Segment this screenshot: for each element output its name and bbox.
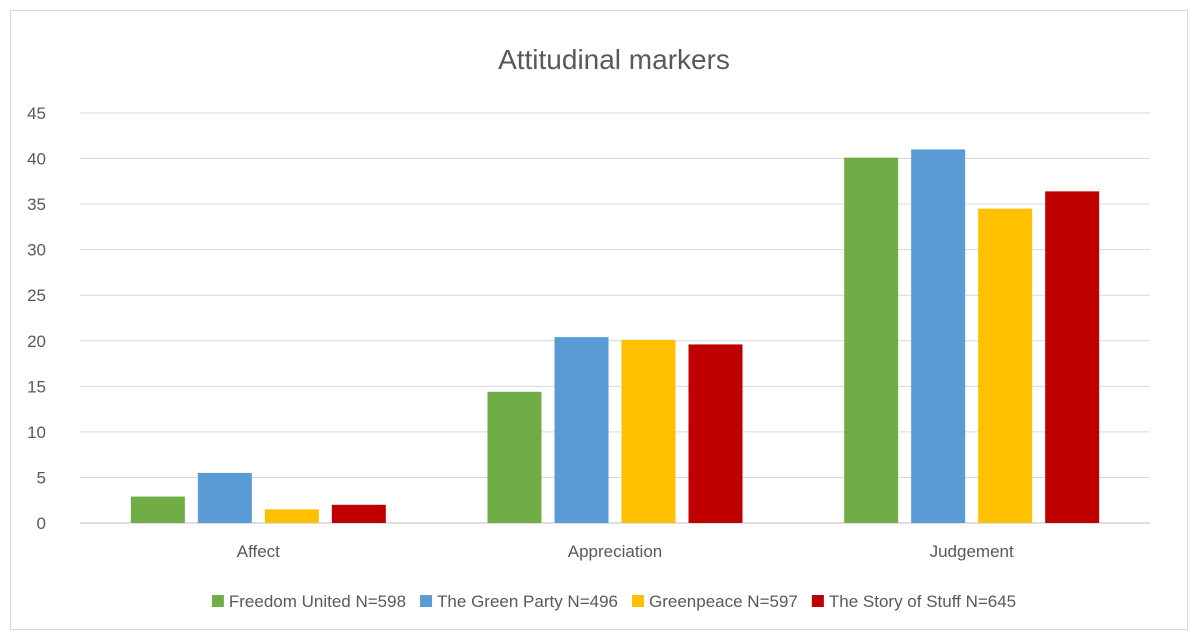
y-tick-label: 10 xyxy=(27,423,46,442)
x-tick-label: Judgement xyxy=(930,542,1014,561)
y-tick-label: 45 xyxy=(27,104,46,123)
legend-label: Greenpeace N=597 xyxy=(649,592,798,611)
bar-2-2 xyxy=(978,208,1033,523)
bar-1-0 xyxy=(487,391,542,523)
bar-0-3 xyxy=(331,504,386,523)
y-tick-label: 15 xyxy=(27,377,46,396)
legend-swatch xyxy=(420,595,433,607)
y-tick-label: 20 xyxy=(27,332,46,351)
x-axis: Affect Appreciation Judgement xyxy=(237,542,1014,561)
bar-0-0 xyxy=(130,496,185,523)
legend-swatch xyxy=(811,595,824,607)
legend-label: The Green Party N=496 xyxy=(437,592,618,611)
legend-swatch xyxy=(632,595,645,607)
legend-label: The Story of Stuff N=645 xyxy=(829,592,1016,611)
y-tick-label: 35 xyxy=(27,195,46,214)
chart-title: Attitudinal markers xyxy=(498,44,730,75)
y-tick-label: 30 xyxy=(27,241,46,260)
y-tick-label: 40 xyxy=(27,150,46,169)
bar-0-2 xyxy=(264,509,319,523)
bar-1-1 xyxy=(554,337,609,523)
y-tick-label: 0 xyxy=(37,514,46,533)
legend-swatch xyxy=(211,595,224,607)
bar-1-3 xyxy=(688,344,743,523)
x-tick-label: Affect xyxy=(237,542,280,561)
y-axis: 0 5 10 15 20 25 30 35 40 45 xyxy=(27,104,46,533)
bars xyxy=(130,149,1100,523)
legend-label: Freedom United N=598 xyxy=(229,592,406,611)
x-tick-label: Appreciation xyxy=(568,542,663,561)
legend: Freedom United N=598 The Green Party N=49… xyxy=(211,592,1016,611)
bar-2-3 xyxy=(1045,191,1100,523)
bar-1-2 xyxy=(621,339,676,523)
y-tick-label: 25 xyxy=(27,286,46,305)
bar-2-1 xyxy=(911,149,966,523)
y-tick-label: 5 xyxy=(37,468,46,487)
gridlines xyxy=(80,112,1150,524)
bar-0-1 xyxy=(197,472,252,523)
bar-2-0 xyxy=(844,157,899,523)
